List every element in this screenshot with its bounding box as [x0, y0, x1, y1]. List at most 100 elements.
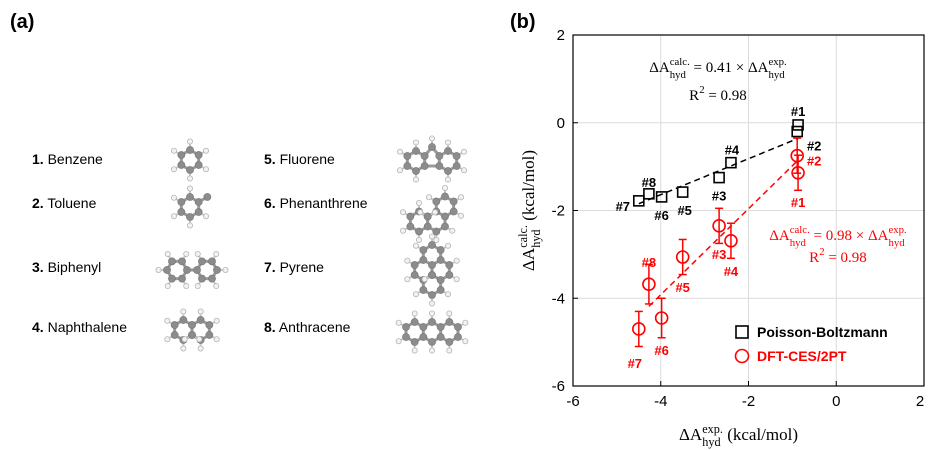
- hydrogen: [453, 257, 460, 264]
- hydrogen: [183, 283, 190, 290]
- hydrogen: [429, 233, 435, 240]
- hydrogen: [462, 319, 469, 326]
- atom: [428, 143, 436, 151]
- hydrogen: [395, 338, 402, 345]
- fit-line: [648, 159, 799, 307]
- atom: [452, 152, 461, 160]
- atom: [428, 338, 436, 346]
- hydrogen: [187, 222, 193, 229]
- text-part: ΔA: [679, 425, 703, 444]
- atom: [423, 222, 432, 231]
- hydrogen: [404, 257, 411, 264]
- atom: [428, 291, 436, 299]
- annotation: R2 = 0.98: [809, 246, 867, 266]
- atom: [420, 162, 429, 170]
- hydrogen: [444, 139, 451, 146]
- marker: [792, 119, 804, 131]
- atom: [432, 197, 441, 206]
- atom: [410, 318, 419, 326]
- hydrogen: [399, 209, 406, 216]
- atom: [441, 222, 449, 231]
- hydrogen: [458, 212, 465, 219]
- marker: [713, 171, 725, 184]
- hydrogen: [458, 194, 465, 201]
- atom: [444, 147, 452, 155]
- atom: [415, 227, 423, 236]
- hydrogen: [433, 236, 440, 243]
- atom: [177, 198, 186, 206]
- point-label: #8: [642, 175, 656, 190]
- atom: [208, 257, 216, 266]
- panel-label: (a): [10, 11, 34, 33]
- atom: [163, 266, 171, 274]
- annotation: R2 = 0.98: [689, 84, 747, 104]
- subscript: hyd: [529, 229, 543, 247]
- hydrogen: [213, 336, 220, 343]
- hydrogen: [187, 138, 193, 145]
- y-tick-label: 0: [557, 115, 565, 132]
- superscript: calc.: [516, 225, 530, 248]
- point-label: #5: [677, 203, 691, 218]
- superscript: exp.: [888, 224, 906, 236]
- hydrogen: [203, 213, 210, 220]
- hydrogen: [395, 319, 402, 326]
- molecule-label: 6. Phenanthrene: [264, 195, 368, 211]
- hydrogen: [441, 184, 448, 191]
- hydrogen: [197, 308, 204, 315]
- atom: [178, 274, 186, 283]
- hydrogen: [399, 227, 406, 234]
- hydrogen: [461, 167, 468, 174]
- hydrogen: [181, 336, 188, 343]
- atom: [170, 331, 179, 339]
- molecule-name: Phenanthrene: [280, 195, 368, 211]
- atom: [436, 256, 445, 264]
- atom: [186, 213, 194, 221]
- atom: [428, 261, 436, 269]
- marker: [633, 195, 645, 207]
- atom: [412, 167, 420, 175]
- hydrogen: [416, 199, 423, 206]
- hydrogen: [196, 336, 203, 343]
- atom: [188, 331, 196, 339]
- atom: [403, 162, 412, 170]
- text-part: R: [809, 250, 819, 266]
- atom: [436, 246, 445, 254]
- marker: [791, 165, 805, 180]
- hydrogen: [187, 185, 193, 192]
- hydrogen: [412, 242, 419, 249]
- atom: [194, 198, 203, 206]
- atom: [198, 274, 206, 283]
- atom: [436, 323, 445, 331]
- atom: [423, 212, 432, 221]
- hydrogen: [445, 291, 452, 298]
- atom: [444, 167, 452, 175]
- atom: [168, 274, 176, 283]
- text-part: = 0.98 × ΔA: [810, 228, 889, 244]
- atom: [432, 227, 441, 236]
- molecule-label: 4. Naphthalene: [32, 319, 127, 335]
- point-label: #6: [654, 208, 668, 223]
- hydrogen: [396, 148, 403, 155]
- molecule-number: 7.: [264, 259, 276, 275]
- hydrogen: [432, 209, 439, 216]
- marker: [790, 148, 805, 163]
- marker: [654, 311, 669, 325]
- hydrogen: [203, 147, 210, 154]
- atom: [186, 193, 194, 201]
- molecule-label: 8. Anthracene: [264, 319, 351, 335]
- atom: [436, 333, 445, 341]
- superscript: calc.: [790, 224, 810, 236]
- legend-label: DFT-CES/2PT: [757, 348, 847, 364]
- molecule-number: 6.: [264, 195, 276, 211]
- hydrogen: [416, 236, 423, 243]
- hydrogen: [164, 317, 171, 324]
- subscript: hyd: [702, 435, 720, 449]
- atom: [178, 257, 186, 266]
- point-label: #2: [807, 154, 821, 169]
- molecule-drawing: [170, 185, 212, 229]
- atom: [402, 333, 410, 341]
- hydrogen: [222, 267, 229, 273]
- molecule-label: 1. Benzene: [32, 151, 103, 167]
- hydrogen: [183, 250, 190, 257]
- atom: [177, 208, 186, 216]
